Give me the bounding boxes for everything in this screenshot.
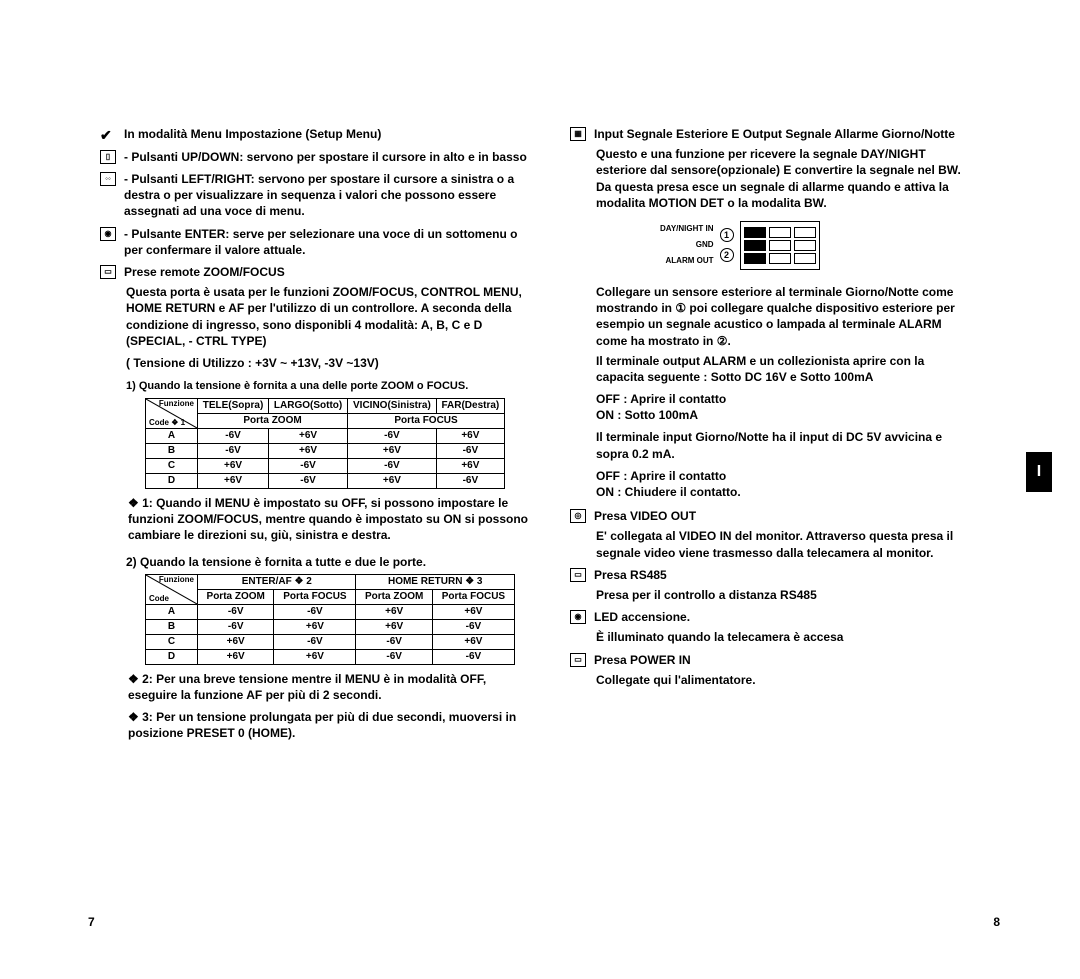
diag-top-2: Funzione bbox=[159, 575, 194, 585]
zoom-heading: Prese remote ZOOM/FOCUS bbox=[124, 264, 285, 280]
leftright-icon: ◦◦ bbox=[100, 172, 116, 186]
zoom-desc: Questa porta è usata per le funzioni ZOO… bbox=[126, 284, 530, 349]
note3: ❖ 3: Per un tensione prolungata per più … bbox=[128, 709, 530, 741]
signal-icon: ▦ bbox=[570, 127, 586, 141]
circled-2-icon: 2 bbox=[720, 248, 734, 262]
check-icon: ✔ bbox=[100, 126, 116, 145]
para3: Il terminale output ALARM e un collezion… bbox=[596, 353, 970, 385]
video-heading: Presa VIDEO OUT bbox=[594, 508, 696, 524]
page-number-left: 7 bbox=[88, 915, 95, 929]
rs485-desc: Presa per il controllo a distanza RS485 bbox=[596, 587, 970, 603]
power-icon: ▭ bbox=[570, 653, 586, 667]
rs485-heading: Presa RS485 bbox=[594, 567, 667, 583]
signal-desc: Questo e una funzione per ricevere la se… bbox=[596, 146, 970, 211]
para2: Collegare un sensore esteriore al termin… bbox=[596, 284, 970, 349]
voltage-table-1: Funzione Code ❖ 1 TELE(Sopra) LARGO(Sott… bbox=[145, 398, 505, 489]
right-column: ▦ Input Segnale Esteriore E Output Segna… bbox=[570, 120, 970, 741]
circled-1-icon: 1 bbox=[720, 228, 734, 242]
case1: 1) Quando la tensione è fornita a una de… bbox=[126, 379, 530, 394]
led-icon: ◉ bbox=[570, 610, 586, 624]
case2: 2) Quando la tensione è fornita a tutte … bbox=[126, 554, 530, 570]
video-icon: ◎ bbox=[570, 509, 586, 523]
left-column: ✔ In modalità Menu Impostazione (Setup M… bbox=[100, 120, 530, 741]
on1: ON : Sotto 100mA bbox=[596, 407, 970, 423]
updown-icon: ▯ bbox=[100, 150, 116, 164]
para4: Il terminale input Giorno/Notte ha il in… bbox=[596, 429, 970, 461]
terminal-diagram: DAY/NIGHT IN GND ALARM OUT 1 2 bbox=[660, 221, 970, 270]
side-tab: I bbox=[1026, 452, 1052, 492]
power-desc: Collegate qui l'alimentatore. bbox=[596, 672, 970, 688]
page-number-right: 8 bbox=[993, 915, 1000, 929]
enter-text: Pulsante ENTER: serve per selezionare un… bbox=[124, 226, 530, 258]
off2: OFF : Aprire il contatto bbox=[596, 468, 970, 484]
video-desc: E' collegata al VIDEO IN del monitor. At… bbox=[596, 528, 970, 560]
leftright-text: Pulsanti LEFT/RIGHT: servono per spostar… bbox=[124, 171, 530, 220]
note1: ❖ 1: Quando il MENU è impostato su OFF, … bbox=[128, 495, 530, 544]
port-icon: ▭ bbox=[100, 265, 116, 279]
led-heading: LED accensione. bbox=[594, 609, 690, 625]
diag-top-1: Funzione bbox=[159, 399, 194, 409]
document-page: ✔ In modalità Menu Impostazione (Setup M… bbox=[0, 0, 1080, 781]
power-heading: Presa POWER IN bbox=[594, 652, 691, 668]
led-desc: È illuminato quando la telecamera è acce… bbox=[596, 629, 970, 645]
rs485-icon: ▭ bbox=[570, 568, 586, 582]
signal-heading: Input Segnale Esteriore E Output Segnale… bbox=[594, 126, 955, 142]
updown-text: Pulsanti UP/DOWN: servono per spostare i… bbox=[124, 149, 530, 165]
voltage-table-2: Funzione Code ENTER/AF ❖ 2 HOME RETURN ❖… bbox=[145, 574, 515, 665]
voltage-line: ( Tensione di Utilizzo : +3V ~ +13V, -3V… bbox=[126, 355, 530, 371]
diag-bot-2: Code bbox=[149, 594, 169, 604]
enter-icon: ◉ bbox=[100, 227, 116, 241]
off1: OFF : Aprire il contatto bbox=[596, 391, 970, 407]
note2: ❖ 2: Per una breve tensione mentre il ME… bbox=[128, 671, 530, 703]
diag-bot-1: Code ❖ 1 bbox=[149, 418, 185, 428]
setup-heading: In modalità Menu Impostazione (Setup Men… bbox=[124, 126, 381, 142]
on2: ON : Chiudere il contatto. bbox=[596, 484, 970, 500]
